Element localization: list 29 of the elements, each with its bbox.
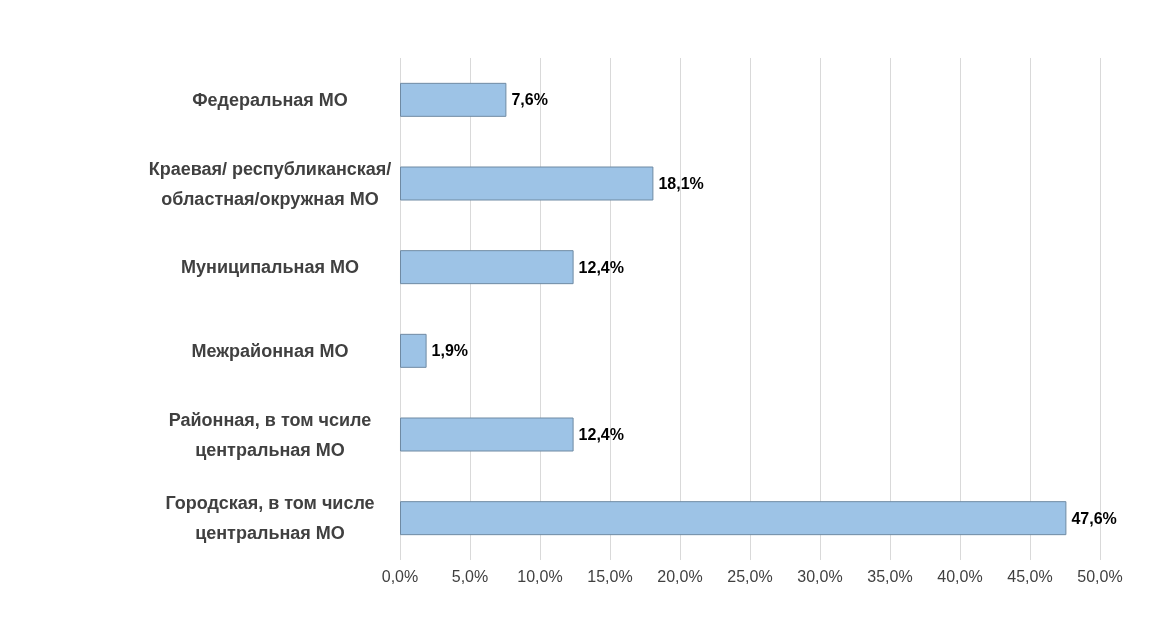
bar [400, 501, 1067, 536]
x-tick-label: 5,0% [451, 567, 489, 585]
y-tick-label: Районная, в том чсиле центральная МО [168, 409, 372, 460]
y-tick-label: Городская, в том числе центральная МО [165, 493, 375, 544]
x-tick-label: 45,0% [1007, 567, 1053, 585]
x-tick-label: 15,0% [587, 567, 633, 585]
data-label: 12,4% [578, 426, 624, 443]
x-tick-label: 25,0% [727, 567, 773, 585]
y-tick-label: Муниципальная МО [181, 257, 359, 278]
x-tick-label: 30,0% [797, 567, 843, 585]
x-tick-label: 35,0% [867, 567, 913, 585]
bar [400, 250, 574, 285]
bar [400, 417, 574, 452]
x-tick-label: 20,0% [657, 567, 703, 585]
bar [400, 166, 654, 201]
y-tick-label: Федеральная МО [192, 89, 348, 110]
data-label: 12,4% [578, 258, 624, 276]
data-label: 18,1% [658, 175, 704, 192]
x-tick-label: 10,0% [517, 567, 563, 585]
x-tick-label: 40,0% [937, 567, 983, 585]
x-tick-label: 50,0% [1077, 567, 1123, 585]
y-tick-label: Межрайонная МО [191, 340, 349, 361]
data-label: 47,6% [1071, 509, 1117, 527]
data-label: 7,6% [511, 91, 548, 109]
x-tick-label: 0,0% [381, 567, 419, 585]
y-tick-label: Краевая/ республиканская/ областная/окружная МО [148, 158, 392, 209]
bar [400, 333, 427, 368]
data-label: 1,9% [431, 342, 469, 360]
bar [400, 82, 507, 117]
